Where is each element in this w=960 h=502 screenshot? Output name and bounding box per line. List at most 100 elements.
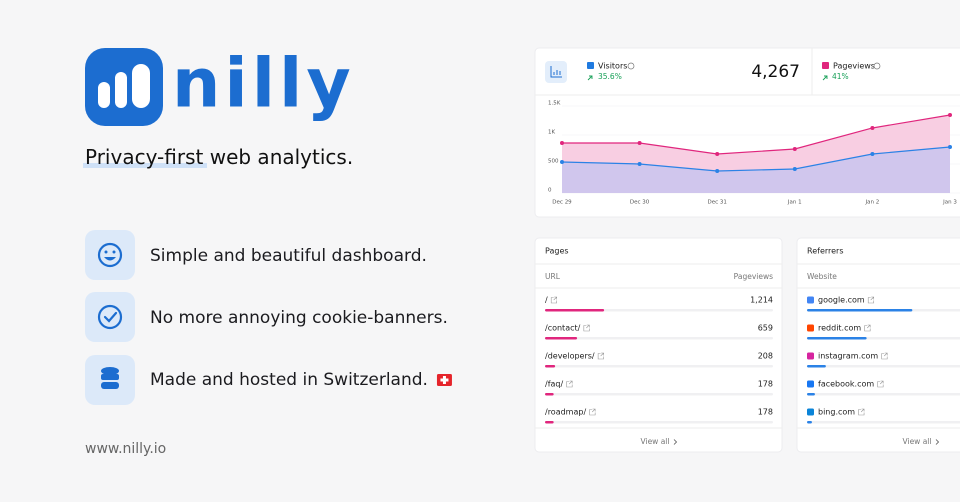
referrers-card	[796, 237, 960, 453]
point	[870, 152, 875, 157]
bar	[807, 309, 913, 312]
point	[948, 145, 952, 150]
referrer-site[interactable]: instagram.com	[818, 352, 878, 361]
bar	[545, 309, 605, 312]
y-tick-label: 0	[548, 188, 552, 194]
x-tick-label: Dec 30	[630, 200, 650, 206]
pages-card	[534, 237, 783, 453]
favicon	[807, 380, 814, 388]
column-header: Pageviews	[734, 272, 773, 281]
card-title: Pages	[545, 247, 569, 256]
favicon	[807, 324, 814, 332]
point	[870, 125, 875, 130]
tagline-emphasis: Privacy-first	[85, 145, 204, 169]
bar-track	[545, 337, 773, 340]
stat-total: 4,267	[751, 62, 800, 82]
info-icon	[627, 62, 635, 70]
chart-icon	[550, 66, 562, 78]
bar	[545, 365, 556, 368]
bar-track	[545, 393, 773, 396]
pages-list: / 1,214/contact/659/developers/208/faq/17…	[545, 296, 773, 424]
info-icon	[873, 62, 881, 70]
point	[560, 141, 564, 146]
external-link-icon	[867, 296, 875, 304]
tagline-rest: web analytics.	[203, 145, 353, 169]
y-tick-label: 1.5K	[548, 101, 561, 107]
bar	[545, 393, 554, 396]
logo-bar	[132, 64, 150, 108]
x-tick-label: Jan 3	[942, 200, 957, 206]
stat-name: Pageviews	[833, 62, 875, 71]
feature-icon	[85, 230, 135, 280]
external-link-icon	[566, 380, 573, 388]
external-link-icon	[864, 324, 871, 332]
point	[948, 112, 952, 117]
external-link-icon	[550, 296, 558, 304]
x-tick-label: Jan 2	[865, 200, 880, 206]
line	[561, 146, 951, 172]
legend-swatch	[587, 62, 594, 69]
bar	[807, 365, 826, 368]
external-link-icon	[877, 380, 884, 388]
referrer-site[interactable]: facebook.com	[818, 380, 874, 389]
referrer-site[interactable]: bing.com	[818, 408, 855, 417]
point	[715, 152, 720, 157]
feature-icon	[85, 355, 135, 405]
x-tick-label: Jan 1	[787, 200, 802, 206]
view-all[interactable]: View all	[641, 437, 670, 446]
page-url[interactable]: /developers/	[545, 352, 595, 361]
referrer-site[interactable]: reddit.com	[818, 324, 861, 333]
page-url[interactable]: /faq/	[545, 380, 563, 389]
chart-button[interactable]	[545, 61, 567, 83]
area	[562, 147, 950, 193]
bar	[545, 337, 578, 340]
bar	[545, 421, 554, 424]
page-views: 178	[758, 380, 773, 389]
external-link-icon	[881, 352, 888, 360]
page-url[interactable]: /roadmap/	[545, 408, 586, 417]
y-tick-label: 500	[548, 159, 559, 165]
point	[560, 160, 564, 165]
page-url[interactable]: /contact/	[545, 324, 581, 333]
external-link-icon	[597, 352, 604, 360]
bar-track	[807, 421, 960, 424]
chevron	[935, 439, 940, 445]
website: www.nilly.io	[85, 441, 166, 457]
feature-icon	[85, 292, 135, 342]
referrers-list: google.com reddit.com instagram.com faceboo…	[807, 296, 960, 424]
favicon	[807, 408, 814, 416]
external-link-icon	[589, 408, 596, 416]
logo-bar	[98, 82, 110, 108]
view-all[interactable]: View all	[903, 437, 932, 446]
bar-track	[545, 365, 773, 368]
point	[637, 162, 642, 166]
external-link-icon	[583, 324, 590, 332]
bar-track	[545, 421, 773, 424]
feature-text: Made and hosted in Switzerland.	[150, 370, 428, 390]
bar	[807, 393, 815, 396]
referrer-site[interactable]: google.com	[818, 296, 865, 305]
chart: 0 500 1K 1.5K Dec 29 Dec 30 Dec 31 Jan 1 Jan 2 Ja…	[548, 101, 960, 206]
logo-bar	[115, 72, 127, 108]
line	[562, 114, 951, 155]
favicon	[807, 352, 814, 360]
bar	[807, 337, 867, 340]
page-url[interactable]: /	[545, 296, 548, 305]
stat-name: Visitors	[598, 62, 627, 71]
point	[715, 169, 720, 174]
page-views: 659	[758, 324, 773, 333]
page-views: 208	[758, 352, 773, 361]
trend-arrow	[822, 75, 828, 81]
x-tick-label: Dec 31	[708, 200, 727, 206]
y-tick-label: 1K	[548, 130, 555, 136]
bar-track	[807, 365, 960, 368]
tagline-underline	[83, 163, 207, 168]
tagline: Privacy-first web analytics.	[85, 145, 353, 169]
bar	[807, 421, 812, 424]
point	[792, 166, 797, 171]
x-tick-label: Dec 29	[552, 200, 572, 206]
feature-text: No more annoying cookie-banners.	[150, 308, 448, 328]
trend-arrow	[587, 75, 593, 81]
